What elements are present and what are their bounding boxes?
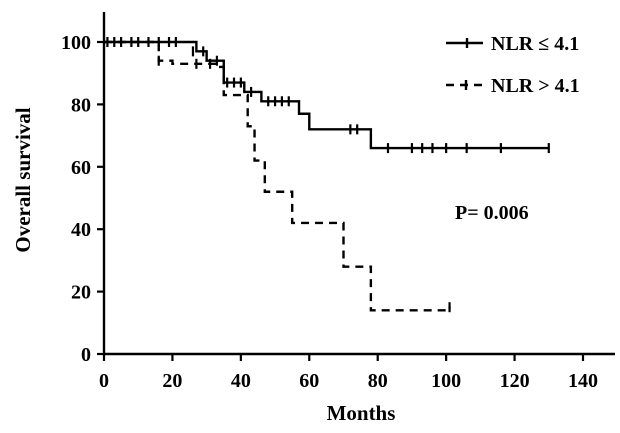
series-layer (104, 37, 550, 313)
x-tick-label: 140 (568, 370, 598, 392)
x-tick-label: 60 (299, 370, 319, 392)
legend: NLR ≤ 4.1 NLR > 4.1 (446, 33, 580, 97)
x-tick-label: 20 (162, 370, 182, 392)
x-axis-label: Months (327, 401, 396, 425)
y-axis-label: Overall survival (11, 107, 35, 252)
y-tick-label: 20 (71, 282, 91, 304)
y-tick-label: 0 (81, 344, 91, 366)
x-tick-label: 40 (231, 370, 251, 392)
y-tick-label: 80 (71, 94, 91, 116)
legend-label-2: NLR > 4.1 (491, 75, 580, 97)
x-tick-label: 100 (431, 370, 461, 392)
x-tick-label: 80 (368, 370, 388, 392)
series-line-1 (104, 40, 549, 150)
x-tick-label: 120 (500, 370, 530, 392)
y-tick-label: 60 (71, 157, 91, 179)
x-tick-label: 0 (99, 370, 109, 392)
axes: 0 20 40 60 80 100 120 140 0 20 40 60 80 100 (61, 12, 615, 392)
legend-label-1: NLR ≤ 4.1 (491, 33, 579, 55)
y-tick-label: 100 (61, 32, 91, 54)
p-value-annotation: P= 0.006 (455, 202, 529, 224)
series-line-2 (104, 40, 451, 312)
y-tick-label: 40 (71, 219, 91, 241)
